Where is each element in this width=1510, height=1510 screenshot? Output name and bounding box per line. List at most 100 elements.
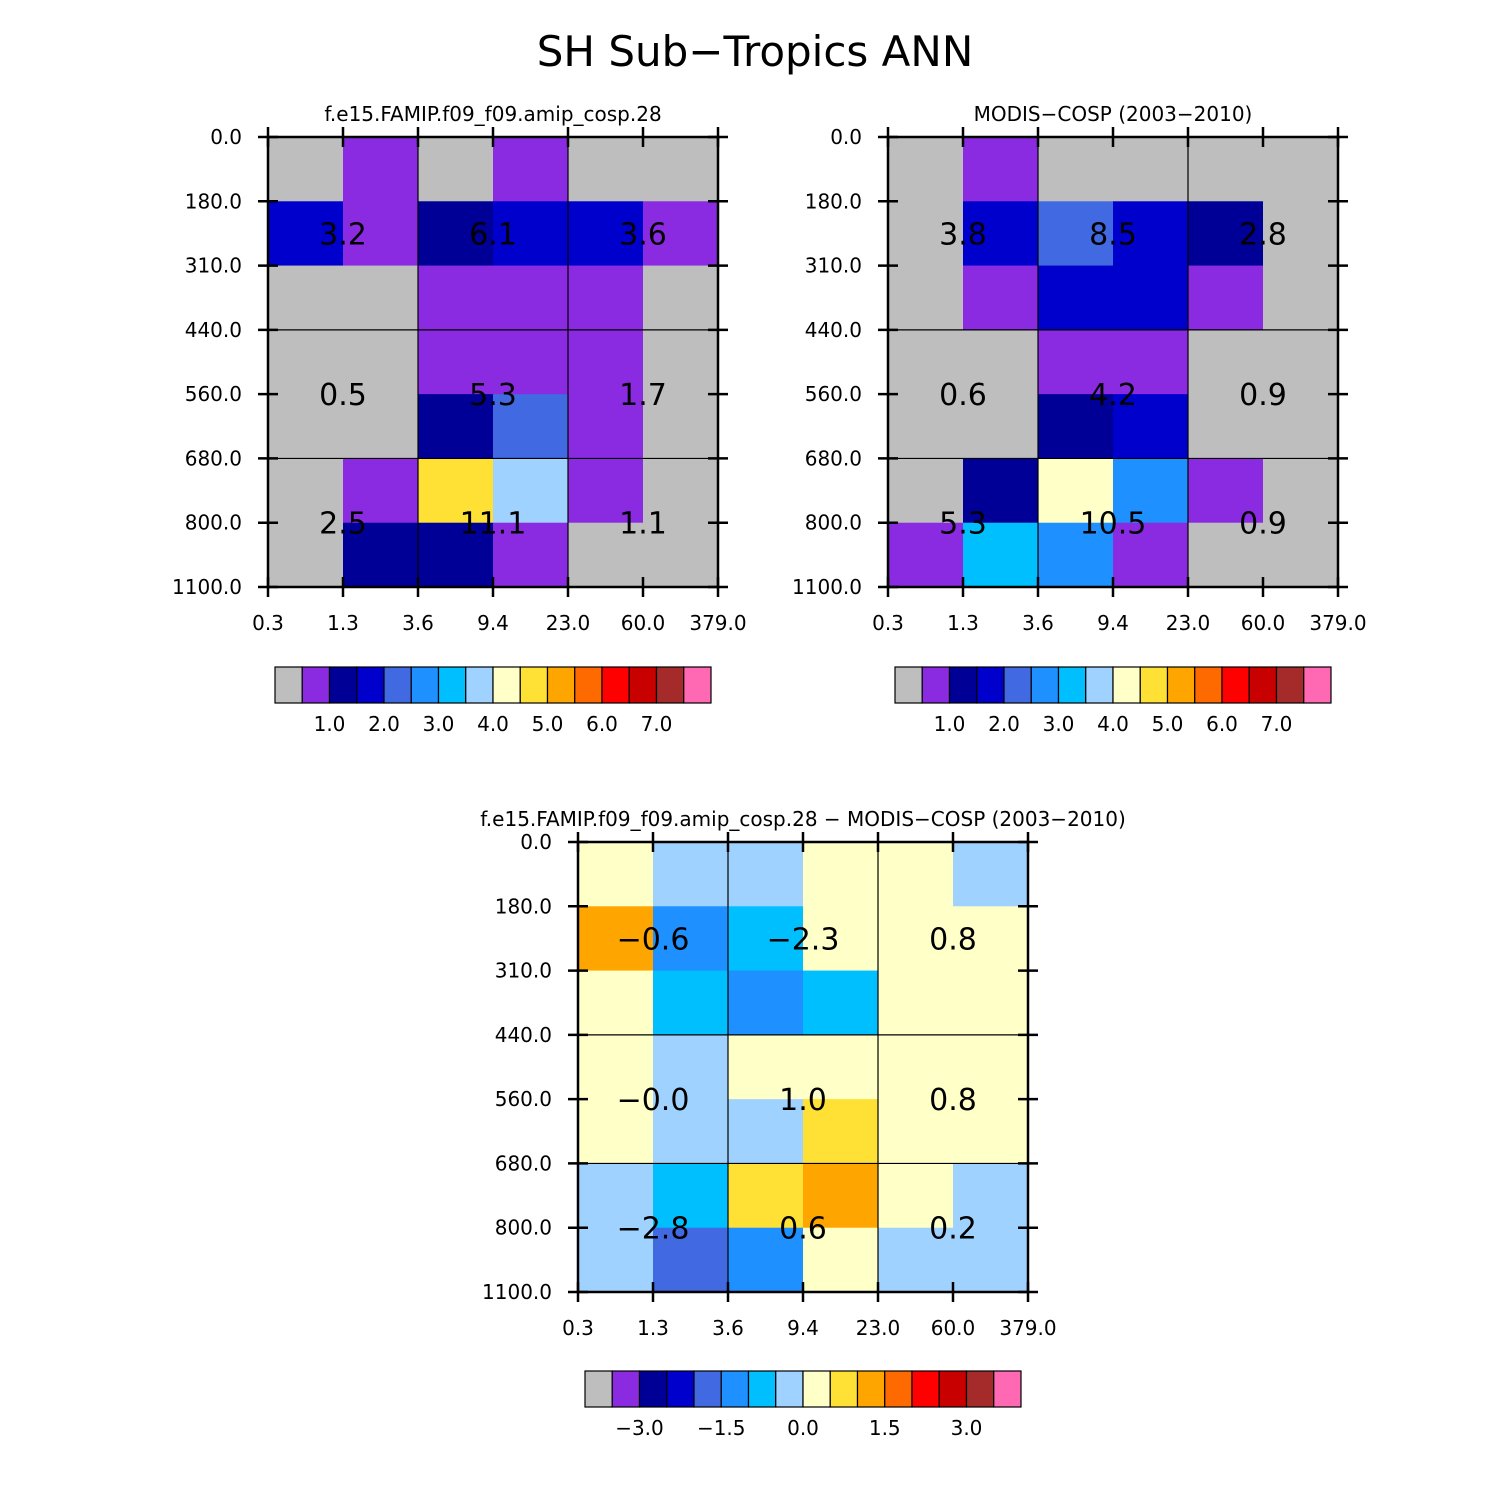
heatmap-cell — [1263, 329, 1339, 395]
heatmap-cell — [568, 201, 644, 267]
heatmap-cell — [568, 458, 644, 524]
group-value-label: 1.0 — [779, 1083, 827, 1118]
heatmap-cell — [268, 265, 344, 331]
heatmap-cell — [1263, 458, 1339, 524]
heatmap-cell — [343, 201, 419, 267]
heatmap-cell — [418, 201, 494, 267]
heatmap-cell — [1263, 201, 1339, 267]
heatmap-cell — [1188, 394, 1264, 459]
heatmap-cell — [493, 265, 569, 331]
heatmap-cell — [643, 329, 719, 395]
x-tick-label: 379.0 — [1309, 611, 1366, 635]
heatmap-cell — [418, 329, 494, 395]
x-tick-label: 379.0 — [999, 1316, 1056, 1340]
colorbar-label: 5.0 — [532, 712, 564, 736]
colorbar-swatch — [993, 1370, 1022, 1408]
colorbar-swatch — [666, 1370, 695, 1408]
colorbar-swatch — [301, 666, 331, 704]
y-tick-label: 310.0 — [185, 254, 242, 278]
colorbar-swatch — [976, 666, 1005, 704]
heatmap-cell — [1038, 265, 1114, 331]
x-tick-label: 0.3 — [562, 1316, 594, 1340]
plot-title: MODIS−COSP (2003−2010) — [974, 102, 1253, 126]
heatmap-cell — [268, 522, 344, 588]
heatmap-cell — [643, 201, 719, 267]
group-value-label: −0.0 — [617, 1083, 690, 1118]
colorbar-swatch — [628, 666, 658, 704]
heatmap-cell — [728, 1163, 804, 1229]
colorbar-swatch — [1112, 666, 1141, 704]
heatmap-cell — [728, 970, 804, 1036]
heatmap-cell — [953, 906, 1029, 972]
y-tick-label: 560.0 — [495, 1087, 552, 1111]
group-value-label: 4.2 — [1089, 378, 1137, 413]
x-tick-label: 23.0 — [546, 611, 591, 635]
heatmap-cell — [568, 137, 644, 202]
heatmap-cell — [578, 1227, 654, 1293]
y-tick-label: 800.0 — [805, 511, 862, 535]
colorbar-swatch — [911, 1370, 940, 1408]
heatmap-cell — [1263, 522, 1339, 588]
colorbar-swatch — [884, 1370, 913, 1408]
heatmap-cell — [268, 201, 344, 267]
colorbar-label: 7.0 — [1261, 712, 1293, 736]
group-value-label: 0.2 — [929, 1212, 977, 1247]
colorbar-swatch — [1030, 666, 1060, 704]
colorbar-swatch — [519, 666, 549, 704]
colorbar-label: 4.0 — [477, 712, 509, 736]
x-tick-label: 0.3 — [872, 611, 904, 635]
heatmap-cell — [1188, 265, 1264, 331]
heatmap-cell — [1113, 265, 1189, 331]
heatmap-cell — [643, 137, 719, 202]
heatmap-cell — [963, 137, 1039, 202]
colorbar-label: 2.0 — [988, 712, 1020, 736]
heatmap-cell — [803, 906, 879, 972]
heatmap-cell — [953, 1163, 1029, 1229]
group-value-label: 2.8 — [1239, 217, 1287, 252]
heatmap-cell — [953, 1099, 1029, 1164]
group-value-label: 11.1 — [460, 507, 527, 542]
heatmap-cell — [1263, 394, 1339, 459]
colorbar-swatch — [574, 666, 603, 704]
colorbar-swatch — [1248, 666, 1278, 704]
heatmap-cell — [1188, 458, 1264, 524]
group-value-label: −2.8 — [617, 1212, 690, 1247]
heatmap-cell — [653, 842, 729, 907]
colorbar-swatch — [720, 1370, 750, 1408]
heatmap-cell — [888, 458, 964, 524]
heatmap-cell — [578, 1034, 654, 1100]
heatmap-cell — [963, 522, 1039, 588]
heatmap-cell — [653, 1099, 729, 1164]
group-value-label: 3.6 — [619, 217, 667, 252]
heatmap-cell — [728, 1034, 804, 1100]
colorbar-label: 4.0 — [1097, 712, 1129, 736]
heatmap-cell — [878, 970, 954, 1036]
heatmap-cell — [953, 970, 1029, 1036]
plot-title: f.e15.FAMIP.f09_f09.amip_cosp.28 − MODIS… — [480, 807, 1126, 831]
x-tick-label: 9.4 — [477, 611, 509, 635]
colorbar-label: 3.0 — [951, 1416, 983, 1440]
group-value-label: 1.1 — [619, 507, 667, 542]
y-tick-label: 180.0 — [185, 189, 242, 213]
group-value-label: −2.3 — [767, 922, 840, 957]
colorbar-swatch — [921, 666, 951, 704]
heatmap-cell — [418, 394, 494, 459]
colorbar-label: 7.0 — [641, 712, 673, 736]
colorbar-swatch — [1303, 666, 1332, 704]
heatmap-cell — [878, 1163, 954, 1229]
y-tick-label: 310.0 — [495, 959, 552, 983]
group-value-label: 6.1 — [469, 217, 517, 252]
heatmap-cell — [1188, 137, 1264, 202]
heatmap-cell — [343, 329, 419, 395]
heatmap-cell — [1113, 201, 1189, 267]
colorbar-label: 1.5 — [869, 1416, 901, 1440]
colorbar-swatch — [655, 666, 685, 704]
heatmap-cell — [1113, 137, 1189, 202]
heatmap-cell — [1188, 522, 1264, 588]
colorbar-label: −3.0 — [615, 1416, 664, 1440]
heatmap-cell — [568, 522, 644, 588]
y-tick-label: 1100.0 — [792, 575, 862, 599]
y-tick-label: 440.0 — [805, 318, 862, 342]
x-tick-label: 379.0 — [689, 611, 746, 635]
colorbar-swatch — [829, 1370, 859, 1408]
